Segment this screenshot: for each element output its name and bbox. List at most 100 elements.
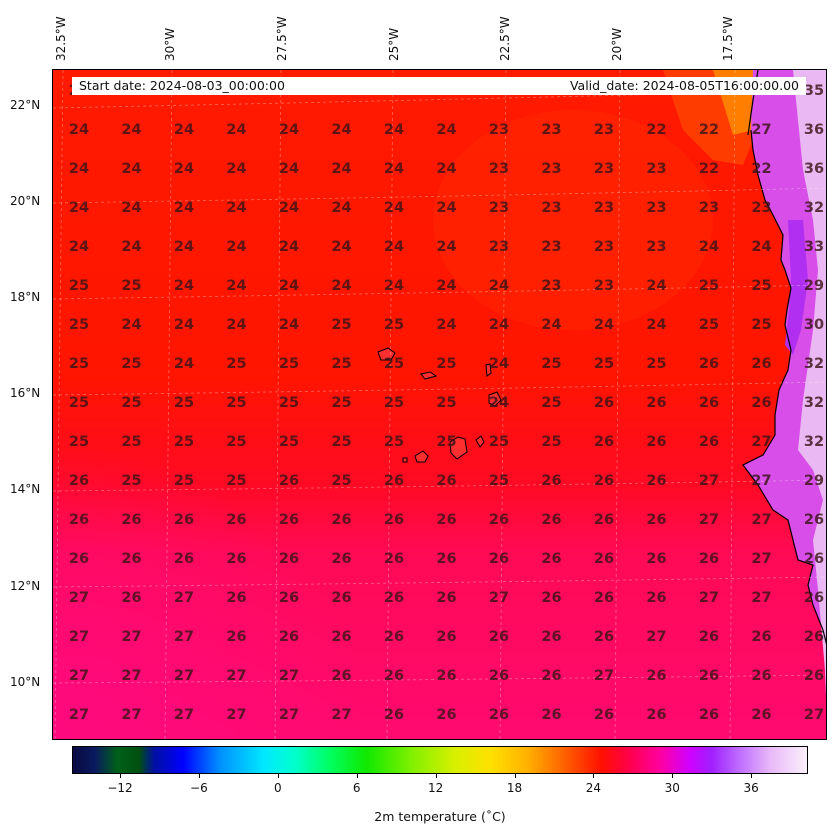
grid-value-r2-c5: 24 [331,161,351,177]
grid-value-r8-c11: 26 [646,395,666,411]
grid-value-r12-c10: 26 [594,551,614,567]
grid-value-r12-c5: 26 [331,551,351,567]
grid-value-r15-c4: 27 [279,668,299,684]
grid-value-r13-c13: 27 [751,590,771,606]
grid-value-r7-c6: 25 [384,356,404,372]
grid-value-r6-c7: 24 [436,317,456,333]
grid-value-r8-c3: 25 [226,395,246,411]
colorbar-tick-label: 18 [506,781,523,795]
grid-value-r3-c14: 32 [804,200,824,216]
grid-value-r7-c0: 25 [69,356,89,372]
colorbar-tick-mark [277,774,279,778]
grid-value-r6-c4: 24 [279,317,299,333]
colorbar-tick-label: 36 [743,781,759,795]
grid-value-r5-c11: 24 [646,278,666,294]
colorbar-tick-label: 0 [273,781,282,795]
grid-value-r9-c3: 25 [226,434,246,450]
grid-value-r16-c1: 27 [121,707,141,723]
grid-value-r16-c11: 26 [646,707,666,723]
grid-value-r15-c1: 27 [121,668,141,684]
grid-value-r16-c7: 26 [436,707,456,723]
grid-value-r2-c4: 24 [279,161,299,177]
grid-value-r16-c6: 26 [384,707,404,723]
grid-value-r6-c5: 25 [331,317,351,333]
grid-value-r7-c5: 25 [331,356,351,372]
grid-value-r2-c1: 24 [121,161,141,177]
grid-value-r11-c12: 27 [699,512,719,528]
grid-value-r1-c7: 24 [436,122,456,138]
grid-value-r3-c10: 23 [594,200,614,216]
grid-value-r4-c8: 23 [489,239,509,255]
grid-value-r11-c1: 26 [121,512,141,528]
grid-value-r15-c6: 26 [384,668,404,684]
grid-value-r15-c5: 26 [331,668,351,684]
grid-value-r16-c9: 26 [541,707,561,723]
grid-value-r4-c5: 24 [331,239,351,255]
grid-value-r5-c2: 24 [174,278,194,294]
grid-value-r15-c2: 27 [174,668,194,684]
grid-value-r3-c8: 23 [489,200,509,216]
map-panel: 25 24 24 24 24 24 24 24 24 23 23 23 23 27 35 24 24 24 24 24… [52,69,827,740]
grid-value-r8-c7: 25 [436,395,456,411]
lon-label-17-5w: 17.5°W [721,16,735,61]
grid-value-r14-c2: 27 [174,629,194,645]
grid-value-r8-c10: 26 [594,395,614,411]
grid-value-r7-c4: 25 [279,356,299,372]
grid-value-r6-c2: 24 [174,317,194,333]
grid-value-r5-c10: 23 [594,278,614,294]
lon-label-32-5w: 32.5°W [54,16,68,61]
grid-value-r14-c4: 26 [279,629,299,645]
grid-value-r12-c8: 26 [489,551,509,567]
grid-value-r10-c8: 25 [489,473,509,489]
start-date-label: Start date: 2024-08-03_00:00:00 [79,78,285,93]
grid-value-r12-c9: 26 [541,551,561,567]
grid-value-r10-c13: 27 [751,473,771,489]
colorbar-tick-label: 30 [664,781,680,795]
grid-value-r14-c6: 26 [384,629,404,645]
colorbar-tick-label: 12 [427,781,444,795]
grid-value-r9-c7: 25 [436,434,456,450]
grid-value-r10-c11: 26 [646,473,666,489]
colorbar [72,746,808,774]
colorbar-tick-mark [672,774,674,778]
grid-value-r13-c2: 27 [174,590,194,606]
grid-value-r11-c10: 26 [594,512,614,528]
grid-value-r1-c6: 24 [384,122,404,138]
grid-value-r6-c0: 25 [69,317,89,333]
grid-value-r2-c8: 23 [489,161,509,177]
grid-value-r14-c5: 26 [331,629,351,645]
grid-value-r3-c6: 24 [384,200,404,216]
grid-value-r3-c4: 24 [279,200,299,216]
grid-value-r8-c2: 25 [174,395,194,411]
grid-value-r12-c14: 26 [804,551,824,567]
grid-value-r14-c7: 26 [436,629,456,645]
grid-value-r15-c13: 26 [751,668,771,684]
temperature-value-grid: 25 24 24 24 24 24 24 24 24 23 23 23 23 27 35 24 24 24 24 24… [69,83,824,723]
grid-value-r5-c13: 25 [751,278,771,294]
grid-value-r16-c12: 26 [699,707,719,723]
grid-value-r6-c3: 24 [226,317,246,333]
lon-label-20w: 20°W [610,27,624,61]
grid-value-r11-c5: 26 [331,512,351,528]
grid-value-r15-c3: 27 [226,668,246,684]
grid-value-r4-c6: 24 [384,239,404,255]
grid-value-r13-c5: 26 [331,590,351,606]
grid-value-r7-c13: 26 [751,356,771,372]
lat-label-20n: 20°N [10,194,41,208]
grid-value-r5-c5: 24 [331,278,351,294]
valid-date-label: Valid_date: 2024-08-05T16:00:00.00 [569,78,799,93]
grid-value-r9-c4: 25 [279,434,299,450]
grid-value-r11-c6: 26 [384,512,404,528]
grid-value-r5-c1: 25 [121,278,141,294]
grid-value-r4-c14: 33 [804,239,824,255]
grid-value-r1-c4: 24 [279,122,299,138]
grid-value-r7-c7: 25 [436,356,456,372]
grid-value-r16-c4: 27 [279,707,299,723]
grid-value-r14-c13: 26 [751,629,771,645]
grid-value-r15-c9: 26 [541,668,561,684]
grid-value-r9-c0: 25 [69,434,89,450]
grid-value-r4-c0: 24 [69,239,89,255]
grid-value-r13-c10: 26 [594,590,614,606]
grid-value-r15-c14: 26 [804,668,824,684]
grid-value-r1-c1: 24 [121,122,141,138]
